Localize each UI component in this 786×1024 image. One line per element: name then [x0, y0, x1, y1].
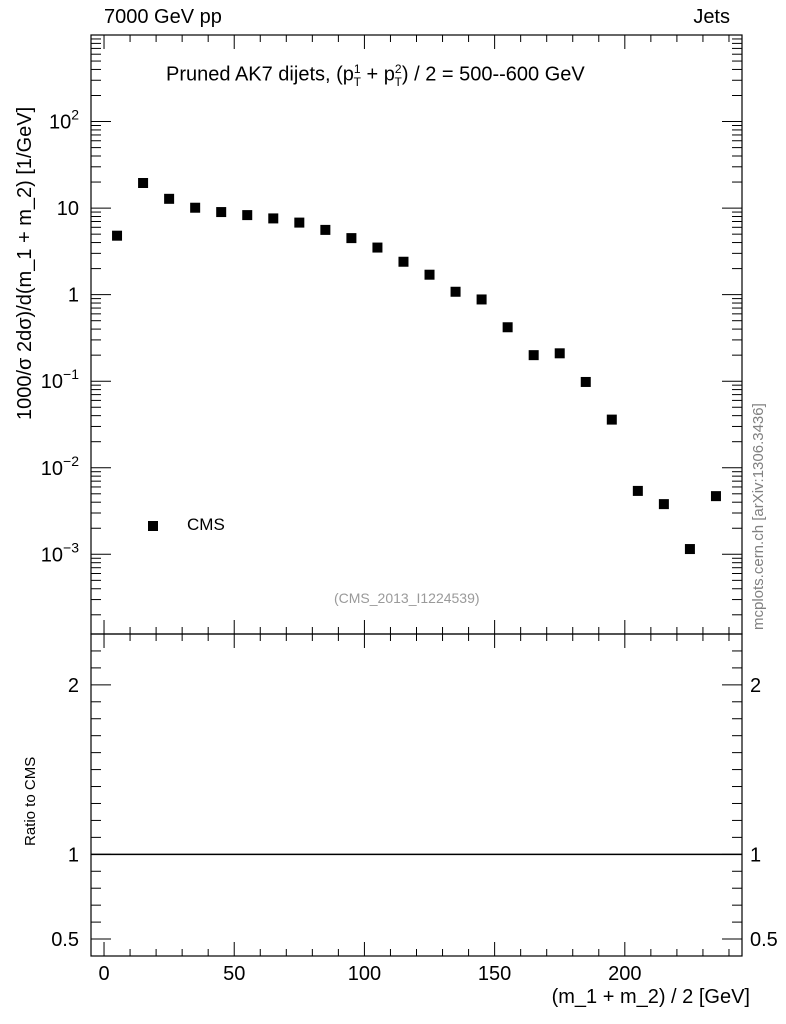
y-tick-label: 10−3 [41, 539, 79, 566]
x-tick-label: 200 [608, 963, 641, 985]
ratio-y-axis-label: Ratio to CMS [22, 756, 39, 846]
data-point [320, 224, 331, 235]
data-point [242, 210, 253, 221]
ratio-y-tick-label-left: 2 [68, 675, 79, 697]
title-suffix: ) / 2 = 500--600 GeV [401, 63, 585, 86]
data-point [658, 499, 669, 510]
data-point [450, 286, 461, 297]
data-point [190, 202, 201, 213]
ratio-plot-frame [90, 633, 743, 957]
data-point [164, 193, 175, 204]
ratio-y-tick-label-right: 2 [750, 675, 761, 697]
energy-label: 7000 GeV pp [104, 6, 222, 28]
data-point [372, 242, 383, 253]
data-point [294, 217, 305, 228]
ratio-y-tick-label-right: 1 [750, 844, 761, 866]
process-label: Jets [693, 6, 730, 28]
title-pt1-sub: T [353, 74, 361, 89]
main-plot-frame [90, 34, 743, 635]
ratio-y-tick-label-right: 0.5 [750, 929, 778, 951]
y-tick-label: 10 [57, 198, 79, 220]
x-tick-label: 100 [348, 963, 381, 985]
title-pt2-sub: T [394, 74, 402, 89]
title-plus: + p [360, 63, 395, 86]
x-tick-label: 150 [478, 963, 511, 985]
data-point [710, 491, 721, 502]
plot-title: Pruned AK7 dijets, (p1T + p2T) / 2 = 500… [166, 62, 585, 89]
data-point [476, 294, 487, 305]
x-tick-label: 0 [98, 963, 109, 985]
data-point [606, 414, 617, 425]
data-point [632, 485, 643, 496]
x-tick-label: 50 [223, 963, 245, 985]
data-point [424, 269, 435, 280]
x-axis-label: (m_1 + m_2) / 2 [GeV] [551, 986, 750, 1008]
data-point [398, 256, 409, 267]
data-point [112, 230, 123, 241]
title-pt1-sup: 1 [353, 62, 361, 76]
title-pt2-sup: 2 [394, 62, 402, 76]
data-point [554, 348, 565, 359]
y-tick-label: 102 [49, 107, 79, 134]
data-point [580, 376, 591, 387]
data-point [502, 322, 513, 333]
data-point [346, 233, 357, 244]
legend-marker [148, 521, 158, 531]
ratio-y-tick-label-left: 1 [68, 844, 79, 866]
y-tick-label: 10−1 [41, 366, 79, 393]
data-point [216, 207, 227, 218]
data-point [138, 177, 149, 188]
data-point [684, 544, 695, 555]
title-prefix: Pruned AK7 dijets, (p [166, 63, 354, 86]
ratio-y-tick-label-left: 0.5 [51, 929, 79, 951]
data-point [268, 213, 279, 224]
y-axis-label: 1000/σ 2dσ)/d(m_1 + m_2) [1/GeV] [14, 106, 36, 420]
data-point [528, 350, 539, 361]
analysis-id-label: (CMS_2013_I1224539) [334, 590, 480, 606]
watermark-text: mcplots.cern.ch [arXiv:1306.3436] [750, 403, 767, 630]
y-tick-label: 1 [68, 285, 79, 307]
y-tick-label: 10−2 [41, 453, 79, 480]
legend-label: CMS [187, 515, 225, 534]
